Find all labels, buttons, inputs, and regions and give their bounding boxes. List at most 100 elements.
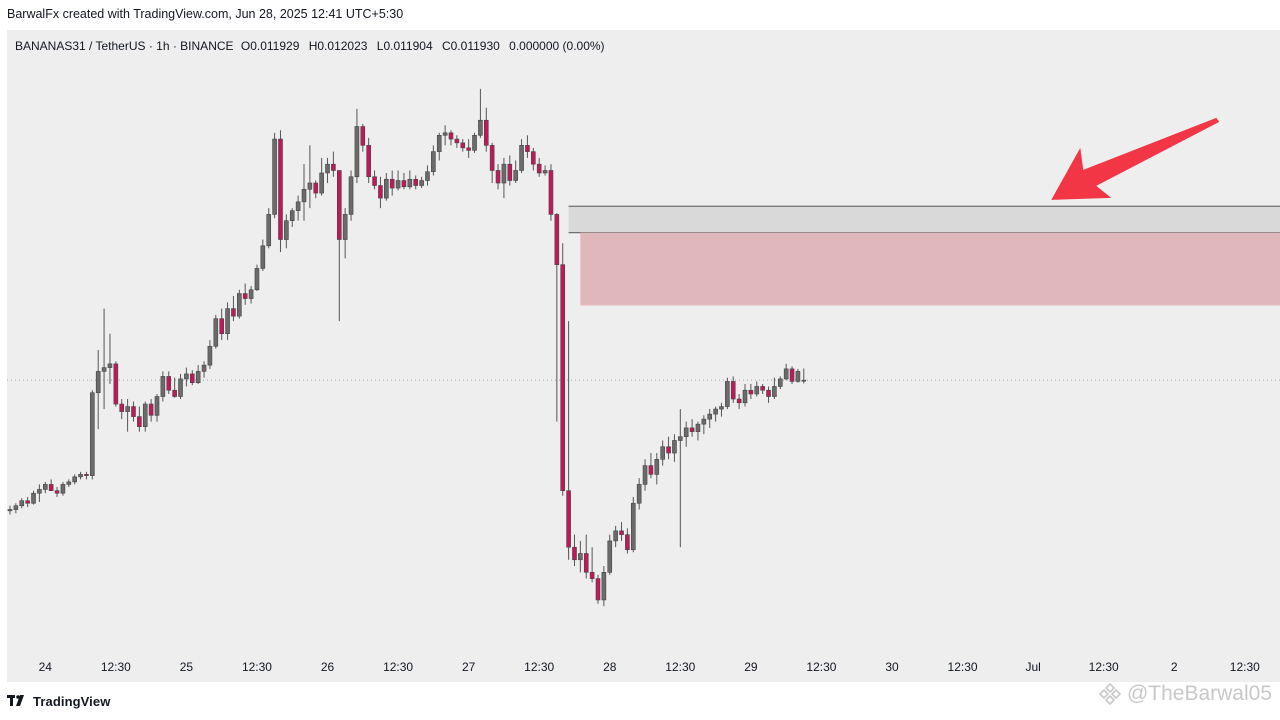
candle[interactable] [519, 139, 524, 173]
candle[interactable] [483, 107, 489, 152]
candle[interactable] [195, 365, 201, 384]
candle[interactable] [313, 180, 319, 199]
candle[interactable] [748, 383, 754, 400]
candle[interactable] [754, 381, 760, 397]
candle[interactable] [113, 361, 119, 407]
candle[interactable] [237, 289, 242, 319]
candle[interactable] [636, 478, 642, 510]
candle[interactable] [595, 574, 601, 604]
symbol-name[interactable]: BANANAS31 / TetherUS · 1h · BINANCE [15, 39, 234, 53]
candle[interactable] [707, 409, 713, 428]
candle[interactable] [272, 132, 277, 219]
candle[interactable] [160, 371, 166, 402]
candle[interactable] [777, 376, 783, 389]
candle[interactable] [760, 383, 765, 394]
candle[interactable] [254, 264, 260, 292]
candle[interactable] [719, 402, 724, 417]
candle[interactable] [607, 534, 613, 575]
candle[interactable] [789, 366, 795, 384]
candle[interactable] [307, 145, 313, 209]
candle[interactable] [601, 566, 607, 607]
candle[interactable] [531, 147, 536, 171]
candle[interactable] [713, 406, 718, 422]
candle[interactable] [472, 132, 477, 153]
candle[interactable] [389, 170, 395, 196]
candle[interactable] [678, 409, 683, 548]
candle[interactable] [172, 377, 177, 398]
candle[interactable] [354, 108, 360, 184]
candle[interactable] [536, 157, 542, 177]
candle[interactable] [701, 415, 707, 435]
candle[interactable] [184, 367, 189, 387]
candle[interactable] [730, 376, 736, 403]
candle[interactable] [783, 363, 789, 381]
candle[interactable] [448, 130, 454, 146]
supply-zone-gray[interactable] [568, 206, 1280, 233]
candle[interactable] [413, 175, 419, 190]
candle[interactable] [248, 286, 254, 304]
candle[interactable] [7, 505, 13, 515]
candle[interactable] [425, 165, 430, 186]
candle[interactable] [295, 195, 301, 221]
candle[interactable] [266, 208, 272, 249]
candle[interactable] [95, 350, 101, 430]
candle[interactable] [101, 308, 107, 410]
candle[interactable] [336, 170, 342, 322]
candle[interactable] [142, 401, 148, 432]
candle[interactable] [566, 321, 571, 560]
candle[interactable] [66, 479, 72, 487]
candle[interactable] [154, 394, 160, 422]
candle[interactable] [137, 406, 142, 432]
candle[interactable] [654, 453, 660, 485]
candle[interactable] [278, 130, 283, 253]
candle[interactable] [501, 157, 507, 199]
candle[interactable] [660, 440, 665, 466]
candle[interactable] [766, 386, 771, 403]
candlestick-chart[interactable] [7, 30, 1280, 682]
candle[interactable] [213, 314, 219, 349]
candle[interactable] [689, 419, 695, 437]
candle[interactable] [625, 528, 630, 554]
candle[interactable] [725, 377, 730, 410]
candle[interactable] [619, 522, 624, 541]
candle[interactable] [319, 157, 324, 196]
arrow-annotation[interactable] [1051, 117, 1220, 200]
candle[interactable] [19, 498, 25, 509]
candle[interactable] [219, 308, 224, 340]
candle[interactable] [695, 421, 701, 441]
candle[interactable] [742, 383, 748, 407]
candle[interactable] [289, 208, 295, 227]
candle[interactable] [801, 368, 807, 384]
candle[interactable] [513, 160, 518, 184]
candle[interactable] [548, 164, 554, 221]
candle[interactable] [378, 176, 383, 209]
candle[interactable] [48, 479, 54, 491]
candle[interactable] [242, 283, 248, 305]
candle[interactable] [736, 394, 742, 410]
supply-zone-red[interactable] [580, 232, 1280, 306]
candle[interactable] [772, 377, 777, 400]
candle[interactable] [542, 165, 548, 176]
candle[interactable] [478, 88, 483, 138]
candle[interactable] [125, 399, 130, 432]
candle[interactable] [90, 390, 95, 480]
candle[interactable] [260, 239, 266, 271]
candle[interactable] [284, 214, 289, 249]
candle[interactable] [642, 459, 648, 491]
candle[interactable] [148, 399, 154, 422]
candle[interactable] [431, 145, 436, 176]
candle[interactable] [401, 172, 407, 190]
candle[interactable] [37, 484, 42, 502]
candle[interactable] [225, 302, 230, 340]
candle[interactable] [301, 164, 307, 221]
candle[interactable] [489, 142, 495, 184]
candle[interactable] [589, 547, 595, 583]
candle[interactable] [554, 213, 560, 422]
candle[interactable] [72, 474, 77, 485]
candle[interactable] [13, 503, 19, 514]
candle[interactable] [207, 340, 213, 369]
candle[interactable] [419, 176, 424, 189]
candle[interactable] [460, 139, 466, 152]
candle[interactable] [25, 496, 30, 508]
candle[interactable] [683, 421, 689, 447]
